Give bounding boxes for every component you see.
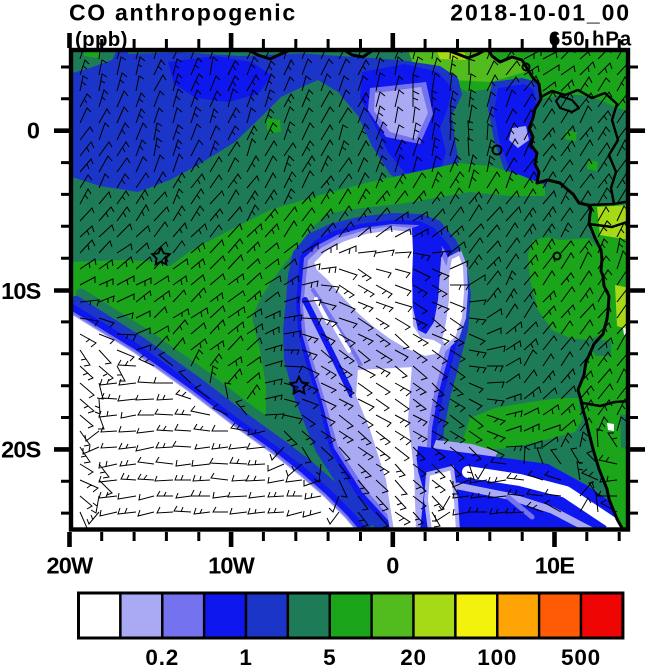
svg-text:20: 20 (400, 645, 427, 667)
svg-text:(ppb): (ppb) (75, 28, 128, 51)
svg-text:0: 0 (27, 118, 40, 144)
svg-text:10E: 10E (535, 553, 575, 579)
svg-text:2018-10-01_00: 2018-10-01_00 (450, 0, 631, 26)
svg-text:650 hPa: 650 hPa (549, 28, 632, 51)
svg-text:5: 5 (323, 645, 336, 667)
svg-text:20W: 20W (46, 553, 94, 579)
svg-text:10S: 10S (1, 278, 41, 304)
svg-text:0.2: 0.2 (145, 645, 179, 667)
svg-text:10W: 10W (208, 553, 256, 579)
svg-text:0: 0 (386, 553, 399, 579)
svg-text:20S: 20S (1, 437, 41, 463)
svg-text:1: 1 (239, 645, 252, 667)
svg-text:CO anthropogenic: CO anthropogenic (69, 0, 297, 26)
svg-text:500: 500 (561, 645, 601, 667)
svg-text:100: 100 (477, 645, 517, 667)
